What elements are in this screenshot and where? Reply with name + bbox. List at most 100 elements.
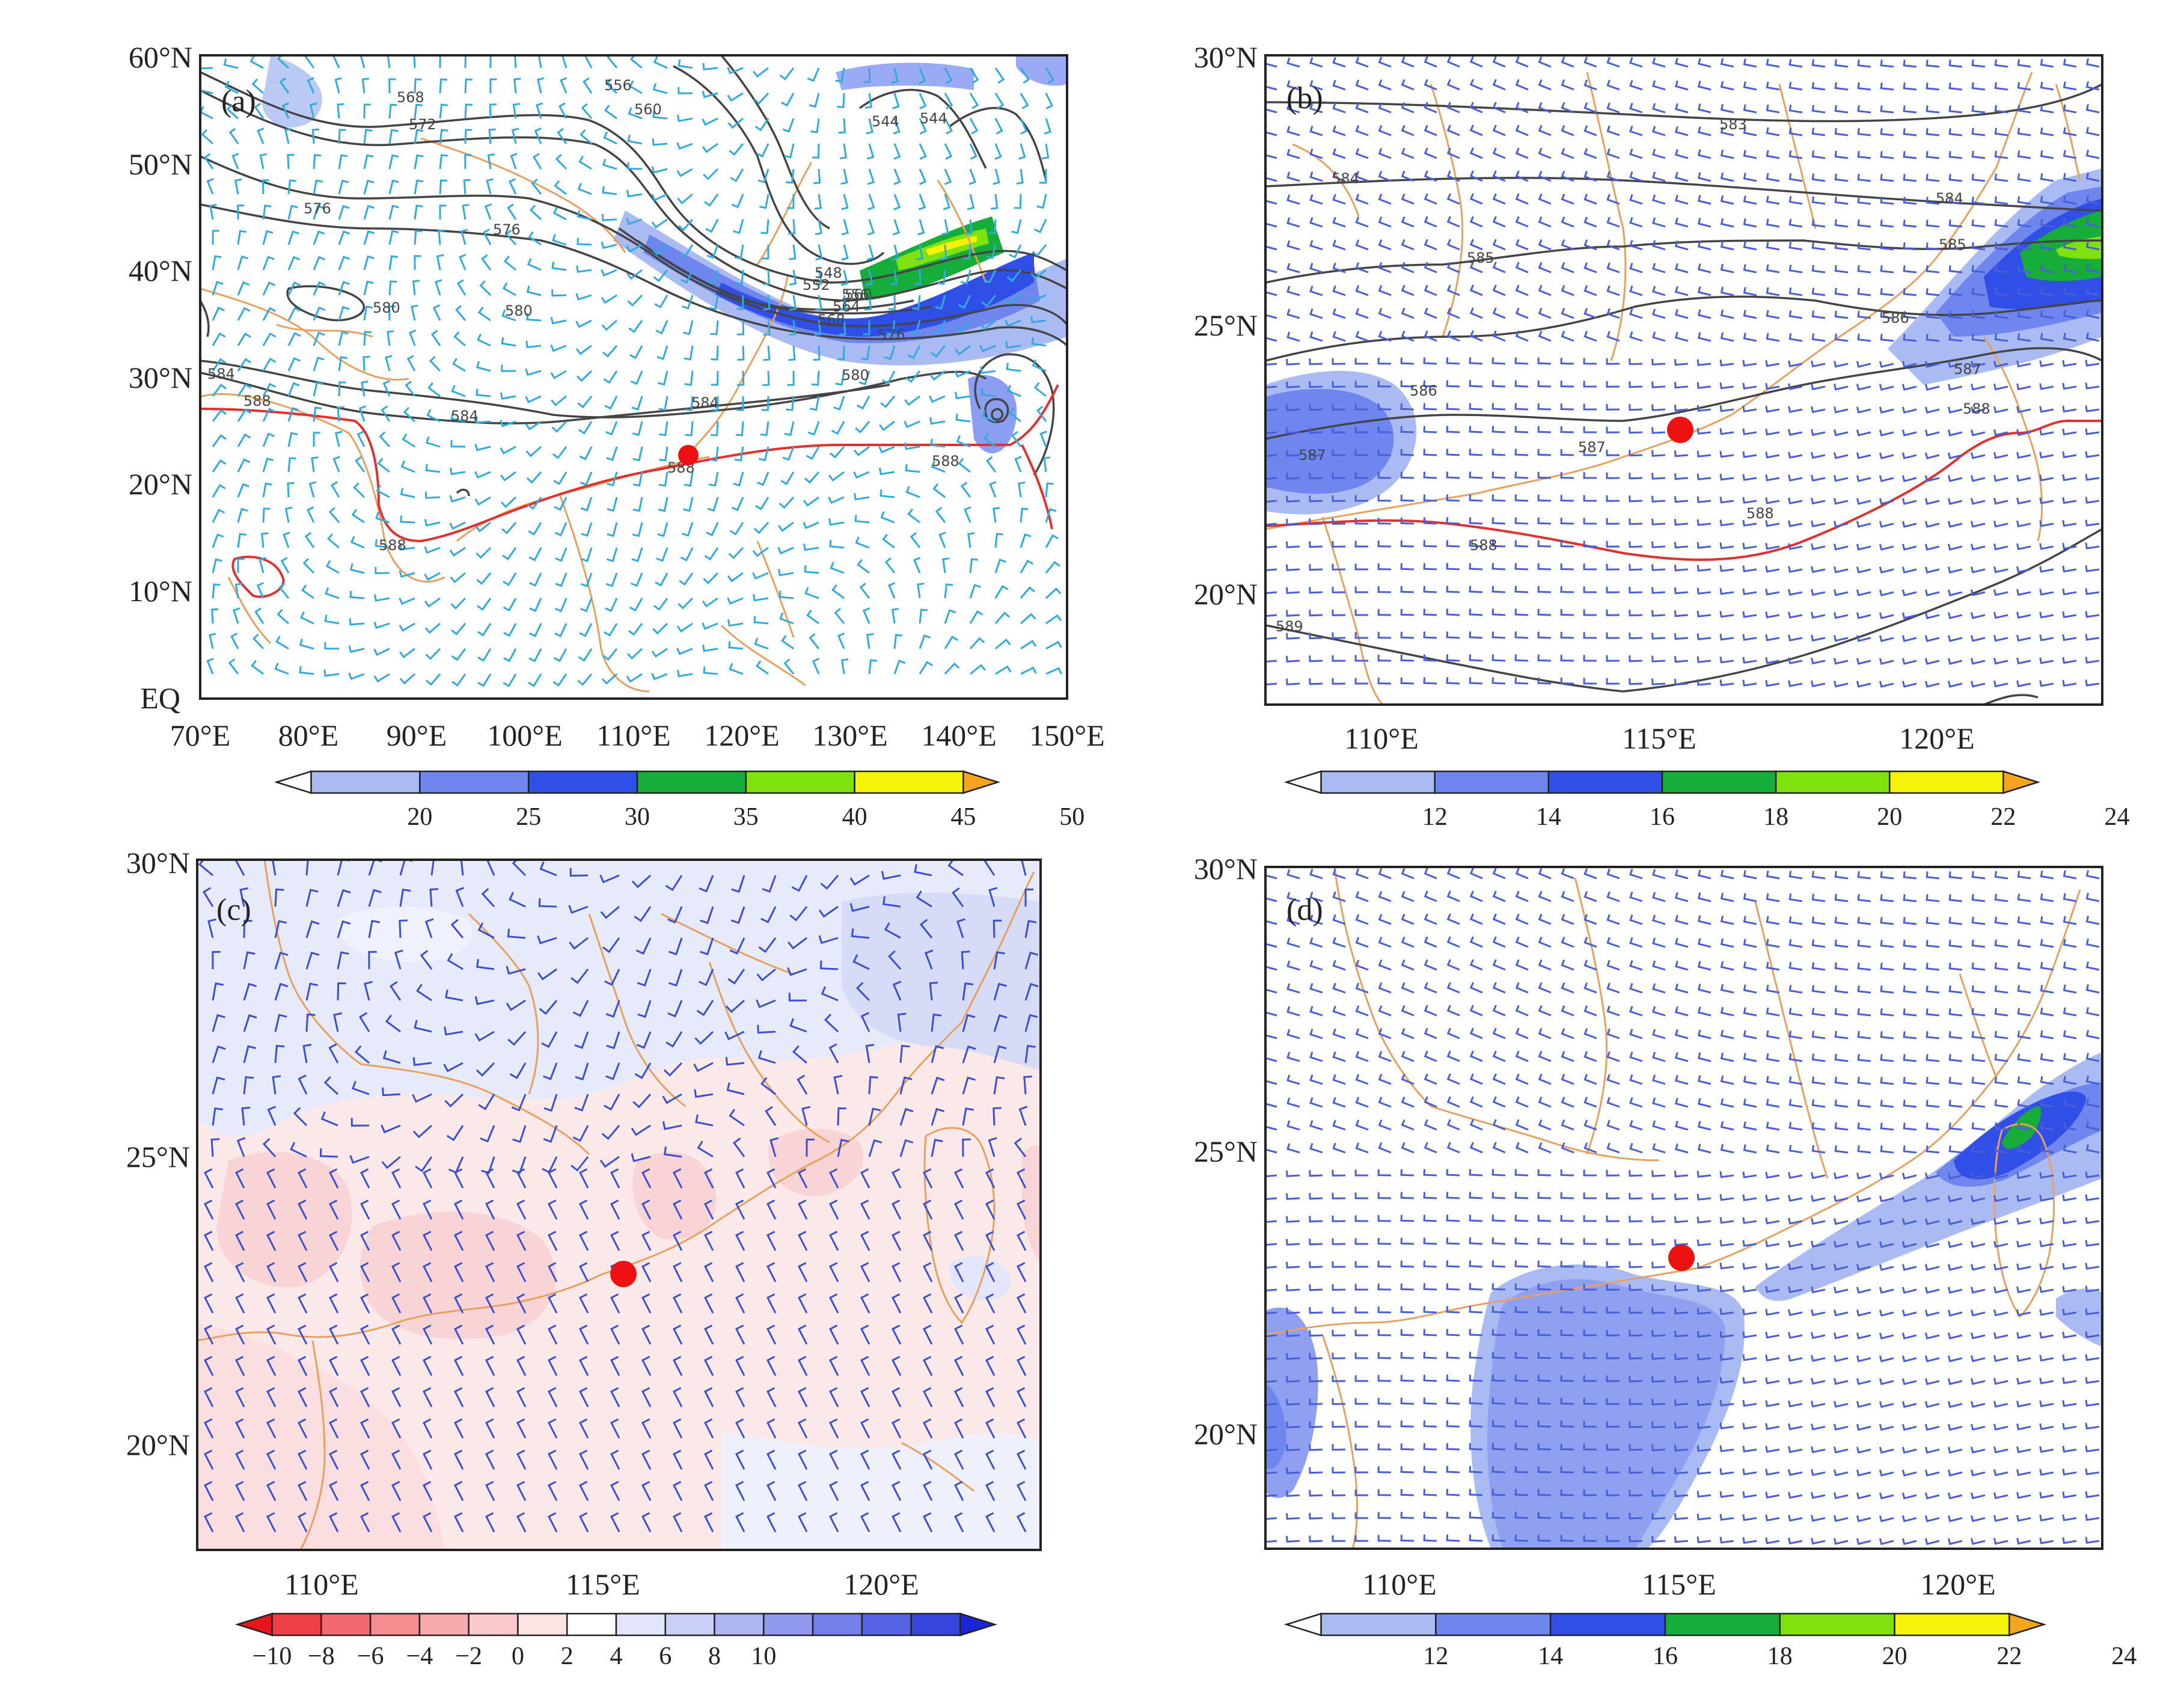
wind-barb	[2085, 382, 2100, 390]
wind-barb	[243, 919, 252, 938]
wind-barb	[333, 1012, 343, 1032]
wind-barb	[1880, 894, 1894, 902]
wind-barb	[1016, 1387, 1027, 1407]
wind-barb	[1993, 1400, 2008, 1408]
wind-barb	[1926, 265, 1940, 274]
wind-barb	[1879, 1538, 1894, 1545]
wind-barb	[1993, 680, 2008, 688]
wind-barb	[1629, 937, 1643, 948]
wind-barb	[2039, 1217, 2054, 1225]
wind-barb	[702, 597, 718, 608]
wind-barb	[212, 533, 224, 548]
wind-barb	[789, 1018, 807, 1033]
wind-barb	[1629, 914, 1643, 925]
wind-barb	[2085, 150, 2100, 159]
wind-barb	[1880, 219, 1894, 228]
wind-barb	[2062, 519, 2077, 527]
wind-barb	[1947, 1492, 1963, 1499]
wind-barb	[891, 1356, 902, 1376]
wind-barb	[641, 1481, 652, 1501]
wind-barb	[1948, 1122, 1963, 1131]
wind-barb	[1583, 1142, 1597, 1154]
wind-barb	[1651, 1490, 1666, 1497]
wind-barb	[1560, 1238, 1574, 1245]
wind-barb	[2085, 519, 2100, 527]
wind-barb	[2017, 59, 2031, 68]
wind-barb	[657, 522, 668, 537]
wind-barb	[489, 55, 492, 68]
wind-barb	[1583, 655, 1597, 662]
wind-barb	[1492, 1142, 1506, 1154]
wind-barb	[1354, 678, 1368, 685]
wind-barb	[815, 269, 823, 286]
wind-barb	[1401, 262, 1415, 274]
wind-barb	[1674, 983, 1689, 994]
wind-barb	[1045, 482, 1054, 498]
wind-barb	[381, 1124, 401, 1134]
wind-barb	[1606, 1261, 1620, 1268]
wind-barb	[1765, 1514, 1780, 1522]
panel-a-lon-labels: 70°E 80°E 90°E 100°E 110°E 120°E 130°E 1…	[170, 718, 1105, 752]
wind-barb	[1561, 239, 1574, 251]
wind-barb	[1674, 1490, 1689, 1498]
wind-barb	[757, 1050, 776, 1064]
wind-barb	[1696, 1262, 1711, 1269]
wind-barb	[408, 329, 417, 346]
wind-barb	[237, 533, 246, 548]
wind-barb	[641, 1512, 652, 1532]
wind-barb	[1766, 287, 1780, 296]
wind-barb	[1743, 150, 1757, 159]
wind-barb	[297, 1199, 308, 1220]
wind-barb	[755, 497, 769, 510]
wind-barb	[1332, 1192, 1346, 1199]
wind-barb	[1879, 1447, 1894, 1454]
wind-barb	[1606, 1051, 1620, 1062]
wind-barb	[985, 1293, 996, 1314]
wind-barb	[1629, 564, 1643, 571]
wind-barb	[605, 572, 618, 587]
wind-barb	[1424, 913, 1437, 925]
wind-barb	[1354, 1306, 1368, 1314]
wind-barb	[677, 193, 693, 204]
wind-barb	[1651, 1216, 1666, 1223]
wind-barb	[453, 1481, 464, 1501]
wind-barb	[1742, 1354, 1757, 1361]
wind-barb	[1651, 427, 1666, 434]
wind-barb	[287, 332, 301, 346]
wind-barb	[1742, 679, 1757, 687]
wind-barb	[203, 1356, 214, 1376]
wind-barb	[1378, 285, 1392, 296]
wind-barb	[1400, 1352, 1415, 1359]
wind-barb	[1378, 1028, 1392, 1039]
wind-barb	[525, 420, 542, 430]
wind-barb	[1286, 126, 1300, 136]
wind-barb	[1469, 1005, 1483, 1017]
wind-barb	[464, 103, 473, 119]
wind-barb	[1469, 677, 1483, 685]
wind-barb	[1469, 380, 1483, 388]
wind-barb	[1332, 1119, 1346, 1131]
wind-barb	[1491, 449, 1506, 456]
wind-barb	[1743, 58, 1757, 68]
wind-barb	[1377, 1535, 1392, 1542]
wind-barb	[682, 295, 694, 310]
wind-barb	[891, 1293, 902, 1314]
wind-barb	[1400, 586, 1415, 593]
wind-barb	[1629, 1444, 1643, 1451]
contour-label: 580	[842, 367, 869, 384]
wind-barb	[2085, 542, 2100, 550]
wind-barb	[1538, 102, 1552, 114]
wind-barb	[1926, 128, 1940, 136]
wind-barb	[1332, 540, 1346, 548]
wind-barb	[2040, 1007, 2054, 1017]
wind-barb	[429, 356, 441, 372]
wind-barb	[1583, 1421, 1597, 1428]
wind-barb	[1400, 1260, 1415, 1268]
contour-label: 584	[207, 366, 235, 382]
panel-c-shading	[197, 860, 1041, 1550]
wind-barb	[907, 508, 920, 524]
wind-barb	[1765, 1286, 1780, 1293]
wind-barb	[839, 320, 846, 336]
wind-barb	[711, 396, 719, 411]
wind-barb	[1583, 285, 1597, 296]
